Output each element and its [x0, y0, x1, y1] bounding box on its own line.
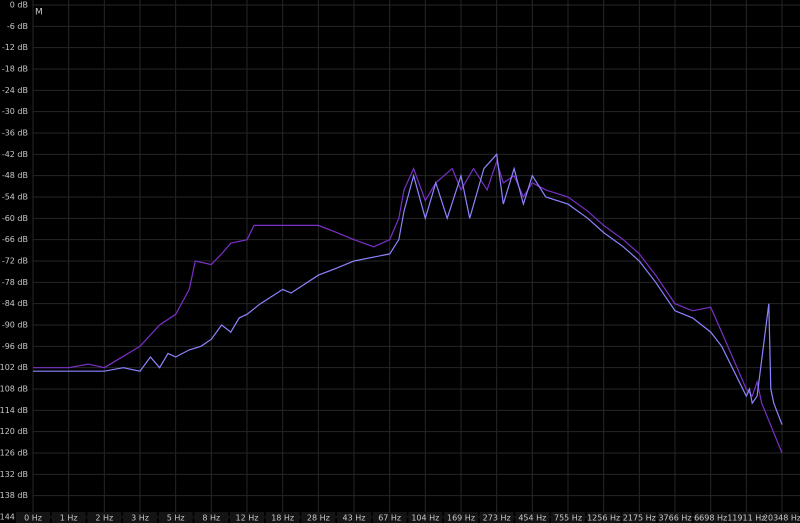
- channel-label: M: [35, 8, 43, 18]
- x-tick-box: [265, 512, 300, 523]
- x-tick-box: [372, 512, 407, 523]
- x-tick-box: [123, 512, 157, 523]
- y-tick-label: -36 dB: [2, 129, 28, 138]
- y-tick-label: -114 dB: [0, 406, 28, 415]
- y-tick-label: -48 dB: [2, 171, 28, 180]
- x-tick-label: 1256 Hz: [587, 514, 620, 523]
- x-tick-label: 3766 Hz: [658, 514, 691, 523]
- x-tick-label: 11911 Hz: [727, 514, 765, 523]
- spectrum-line: [33, 159, 783, 454]
- y-tick-label: -42 dB: [2, 150, 28, 159]
- x-tick-label: 8 Hz: [202, 514, 220, 523]
- y-tick-label: -18 dB: [2, 65, 28, 74]
- y-tick-label: -126 dB: [0, 449, 28, 458]
- y-tick-label: -12 dB: [2, 43, 28, 52]
- y-tick-label: -60 dB: [2, 214, 28, 223]
- x-tick-box: [479, 512, 514, 523]
- x-tick-box: [693, 512, 728, 523]
- x-tick-box: [301, 512, 336, 523]
- x-tick-label: 20348 Hz: [763, 514, 800, 523]
- x-tick-box: [194, 512, 229, 523]
- x-tick-box: [765, 512, 799, 523]
- x-tick-label: 273 Hz: [483, 514, 511, 523]
- x-tick-label: 2175 Hz: [623, 514, 656, 523]
- x-tick-box: [158, 512, 193, 523]
- x-tick-box: [586, 512, 621, 523]
- x-tick-label: 3 Hz: [131, 514, 149, 523]
- y-tick-label: 0 dB: [10, 1, 28, 10]
- y-tick-label: -84 dB: [2, 299, 28, 308]
- y-tick-label: -144 dB: [0, 513, 28, 522]
- y-tick-label: -120 dB: [0, 427, 28, 436]
- spectrum-line: [33, 152, 783, 425]
- x-tick-box: [658, 512, 692, 523]
- x-tick-box: [16, 512, 50, 523]
- x-tick-box: [337, 512, 371, 523]
- x-tick-label: 104 Hz: [411, 514, 439, 523]
- x-tick-box: [444, 512, 478, 523]
- y-tick-label: -90 dB: [2, 321, 28, 330]
- x-tick-label: 6698 Hz: [694, 514, 727, 523]
- x-tick-box: [87, 512, 122, 523]
- x-tick-label: 755 Hz: [554, 514, 582, 523]
- y-tick-label: -72 dB: [2, 257, 28, 266]
- x-tick-box: [230, 512, 264, 523]
- x-tick-label: 12 Hz: [236, 514, 259, 523]
- y-tick-label: -96 dB: [2, 342, 28, 351]
- y-tick-label: -24 dB: [2, 86, 28, 95]
- x-tick-label: 18 Hz: [271, 514, 294, 523]
- x-tick-label: 28 Hz: [307, 514, 330, 523]
- y-tick-label: -66 dB: [2, 235, 28, 244]
- y-tick-label: -102 dB: [0, 363, 28, 372]
- x-tick-box: [551, 512, 585, 523]
- y-tick-label: -54 dB: [2, 193, 28, 202]
- x-tick-label: 454 Hz: [518, 514, 546, 523]
- x-tick-label: 169 Hz: [447, 514, 475, 523]
- y-tick-label: -138 dB: [0, 491, 28, 500]
- x-tick-box: [408, 512, 443, 523]
- y-tick-label: -78 dB: [2, 278, 28, 287]
- grid: [32, 0, 800, 518]
- x-tick-box: [622, 512, 657, 523]
- x-tick-box: [51, 512, 86, 523]
- y-tick-label: -6 dB: [7, 22, 28, 31]
- x-tick-label: 0 Hz: [24, 514, 42, 523]
- y-tick-label: -132 dB: [0, 470, 28, 479]
- x-tick-label: 67 Hz: [378, 514, 401, 523]
- x-tick-label: 1 Hz: [60, 514, 78, 523]
- x-tick-label: 43 Hz: [343, 514, 366, 523]
- x-tick-label: 2 Hz: [95, 514, 113, 523]
- y-tick-label: -108 dB: [0, 385, 28, 394]
- x-tick-label: 5 Hz: [167, 514, 185, 523]
- x-tick-box: [729, 512, 764, 523]
- y-tick-label: -30 dB: [2, 107, 28, 116]
- x-tick-box: [515, 512, 550, 523]
